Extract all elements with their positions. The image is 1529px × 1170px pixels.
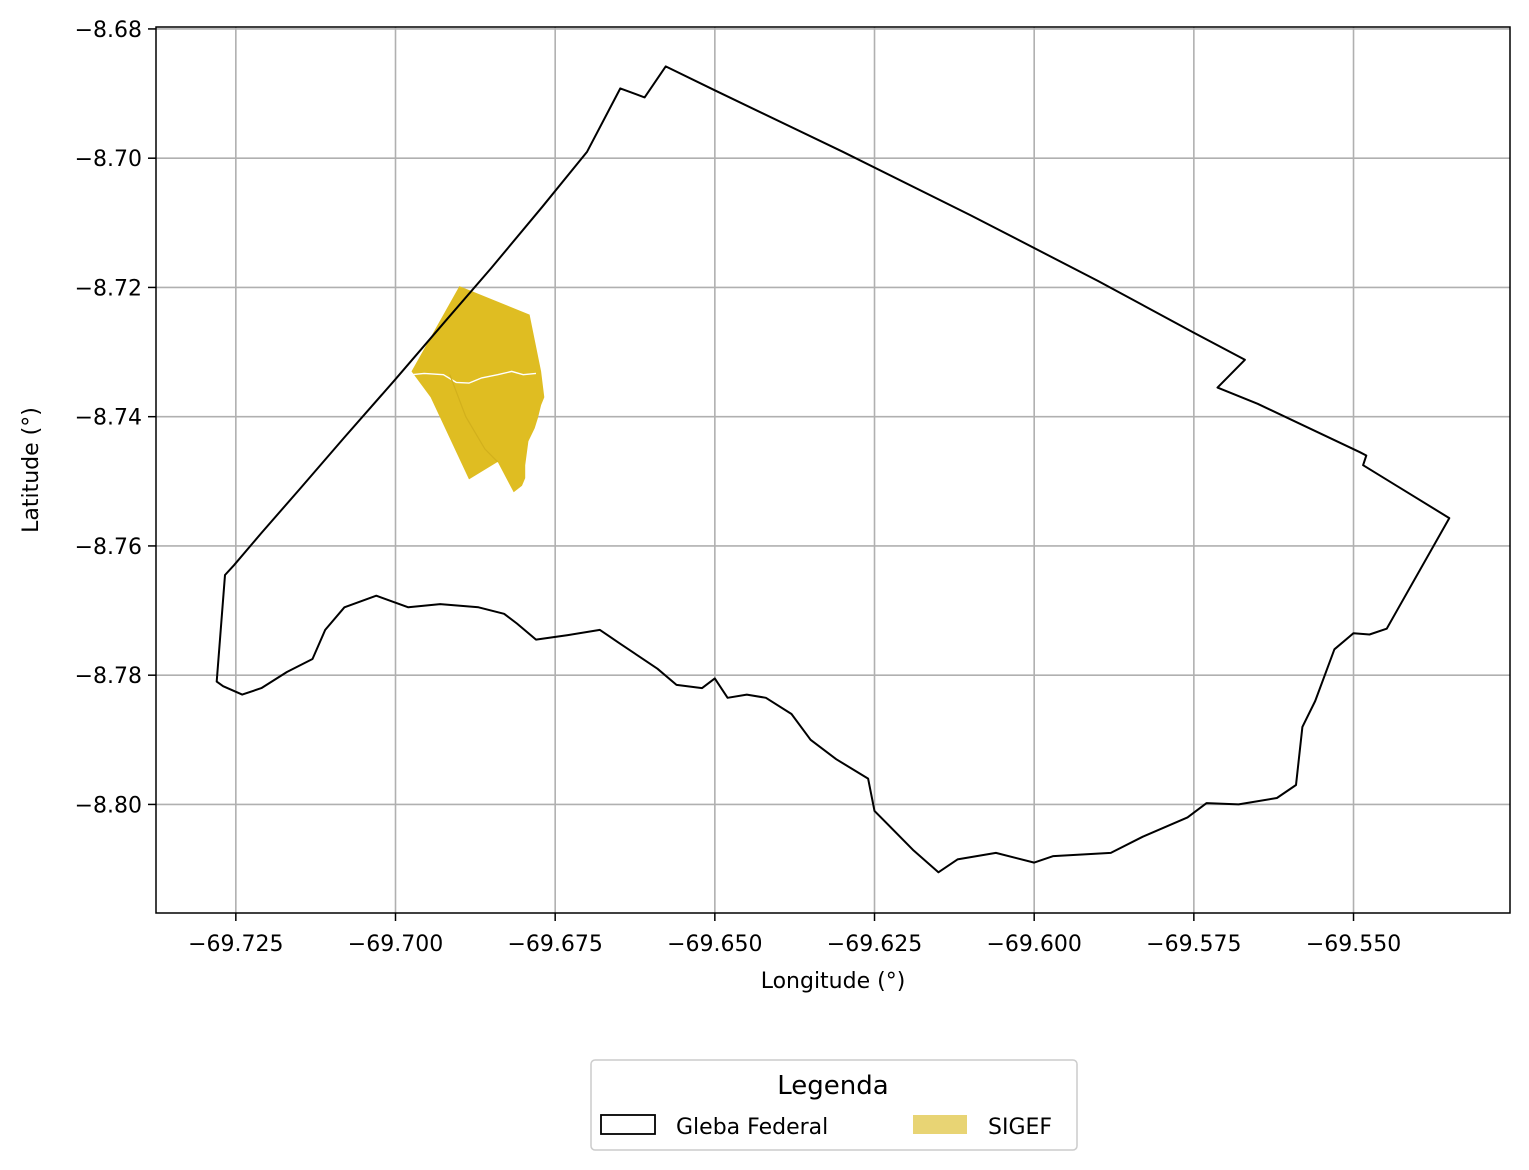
y-ticks: −8.68 −8.70 −8.72 −8.74 −8.76 −8.78 −8.80 bbox=[75, 18, 156, 818]
plot-area-frame bbox=[155, 26, 1511, 914]
y-tick-label: −8.78 bbox=[75, 664, 142, 689]
x-tick-label: −69.575 bbox=[1146, 932, 1241, 957]
map-layers bbox=[215, 65, 1451, 874]
sigef-polygon bbox=[411, 286, 545, 493]
x-tick-label: −69.550 bbox=[1306, 932, 1401, 957]
y-tick-label: −8.70 bbox=[75, 147, 142, 172]
legend-title: Legenda bbox=[777, 1071, 888, 1101]
sigef-parcel-edge bbox=[449, 374, 499, 463]
legend-swatch-sigef bbox=[913, 1115, 967, 1134]
y-tick-label: −8.80 bbox=[75, 793, 142, 818]
legend-swatch-gleba bbox=[600, 1114, 656, 1135]
x-tick-label: −69.725 bbox=[188, 932, 283, 957]
legend: Legenda Gleba Federal SIGEF bbox=[590, 1059, 1078, 1151]
y-tick-label: −8.76 bbox=[75, 535, 142, 560]
x-axis-title: Longitude (°) bbox=[761, 969, 906, 994]
x-tick-label: −69.650 bbox=[667, 932, 762, 957]
y-tick-label: −8.72 bbox=[75, 276, 142, 301]
sigef-parcel-divider bbox=[411, 370, 537, 384]
grid-lines bbox=[156, 27, 1510, 913]
legend-label-gleba: Gleba Federal bbox=[676, 1115, 828, 1140]
y-axis-title: Latitude (°) bbox=[19, 407, 44, 533]
gleba-federal-outline bbox=[215, 65, 1451, 874]
legend-label-sigef: SIGEF bbox=[988, 1115, 1052, 1140]
y-tick-label: −8.74 bbox=[75, 406, 142, 431]
x-tick-label: −69.600 bbox=[986, 932, 1081, 957]
x-ticks: −69.725 −69.700 −69.675 −69.650 −69.625 −69.6… bbox=[188, 913, 1401, 957]
x-tick-label: −69.625 bbox=[827, 932, 922, 957]
x-tick-label: −69.675 bbox=[507, 932, 602, 957]
x-tick-label: −69.700 bbox=[348, 932, 443, 957]
y-tick-label: −8.68 bbox=[75, 18, 142, 43]
